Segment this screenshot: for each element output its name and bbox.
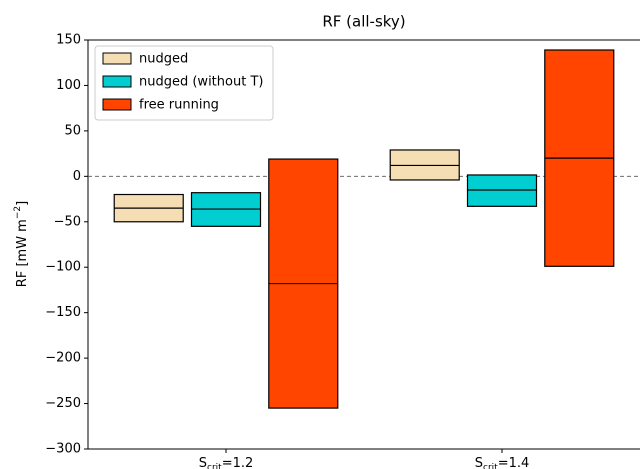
y-tick-label: 100 — [56, 78, 81, 93]
legend-swatch — [102, 98, 132, 111]
x-tick-label: Scrit=1.4 — [475, 456, 530, 469]
legend-box — [94, 45, 274, 121]
y-axis-label: RF [mW m−2] — [13, 201, 30, 287]
y-tick-label: 50 — [64, 123, 81, 138]
x-tick-label: Scrit=1.2 — [199, 456, 254, 469]
legend-swatch — [102, 52, 132, 65]
x-label-symbol: S — [199, 456, 207, 469]
y-tick-label: 0 — [73, 169, 81, 184]
y-tick-label: −300 — [45, 442, 81, 457]
y-label-text: RF [mW m — [15, 219, 30, 287]
legend-label: free running — [139, 98, 219, 113]
x-label-value: =1.2 — [222, 456, 254, 469]
y-tick-label: −150 — [45, 305, 81, 320]
y-tick-label: 150 — [56, 33, 81, 48]
y-tick-label: −200 — [45, 351, 81, 366]
x-label-sub: crit — [483, 463, 498, 469]
legend-label: nudged — [139, 52, 188, 67]
x-label-symbol: S — [475, 456, 483, 469]
y-label-end: ] — [15, 201, 30, 206]
legend-swatch — [102, 75, 132, 88]
y-tick-label: −50 — [54, 214, 81, 229]
y-tick-label: −250 — [45, 396, 81, 411]
chart-title: RF (all-sky) — [322, 13, 405, 31]
y-label-sup: −2 — [13, 206, 23, 219]
x-label-sub: crit — [207, 463, 222, 469]
bar — [466, 174, 538, 207]
x-label-value: =1.4 — [498, 456, 530, 469]
y-tick-label: −100 — [45, 260, 81, 275]
legend-label: nudged (without T) — [139, 75, 263, 90]
